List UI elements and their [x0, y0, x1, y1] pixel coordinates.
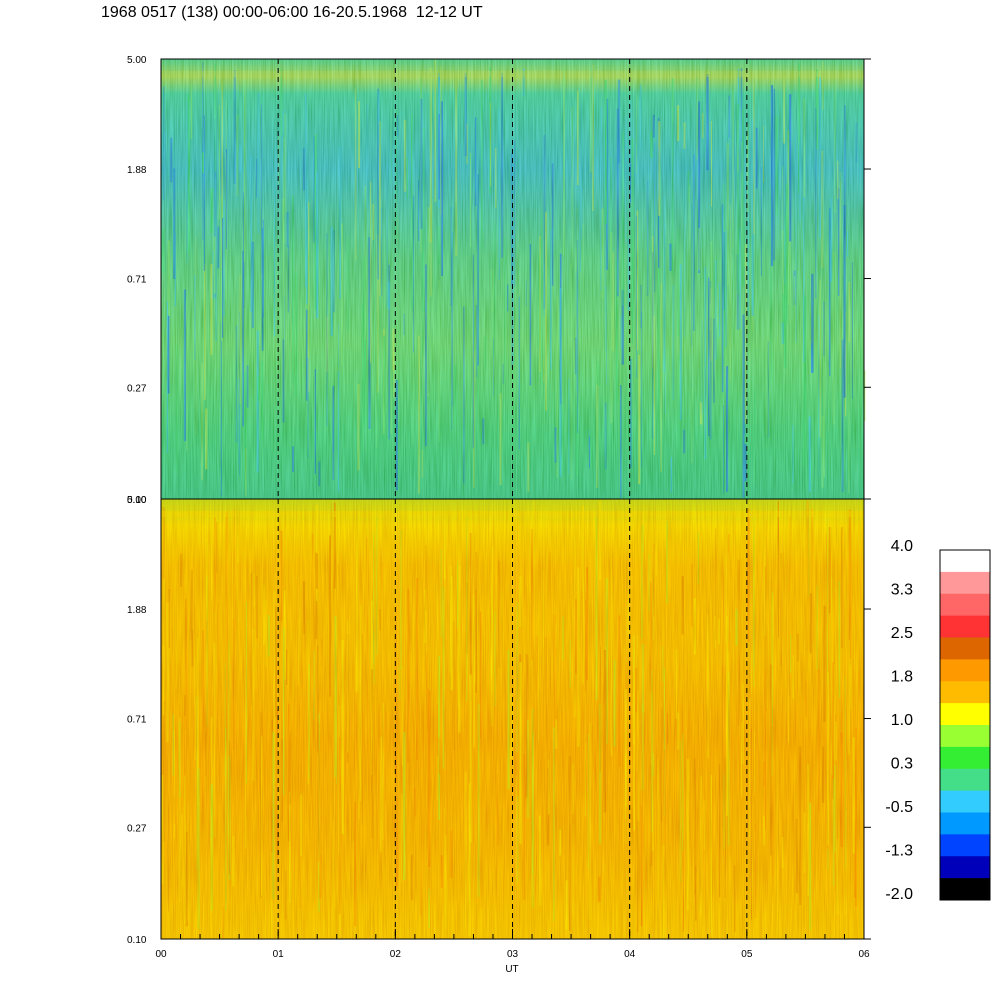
x-tick-label: 06: [858, 949, 870, 960]
chart-title: 1968 0517 (138) 00:00-06:00 16-20.5.1968…: [101, 4, 483, 21]
colorbar-swatch: [940, 878, 990, 901]
colorbar-label: 4.0: [891, 538, 913, 555]
colorbar-label: 2.5: [891, 625, 913, 642]
colorbar-frame: [939, 549, 991, 901]
colorbar-swatch: [940, 637, 990, 660]
colorbar-swatch: [940, 812, 990, 835]
y-tick-label: 0.10: [127, 495, 147, 506]
colorbar-swatch: [940, 703, 990, 726]
y-tick-label: 5.00: [127, 495, 147, 506]
colorbar-label: -2.0: [885, 886, 913, 903]
y-tick-label: 1.88: [127, 605, 147, 616]
x-axis-label: UT: [505, 964, 518, 975]
colorbar-swatch: [940, 856, 990, 879]
x-tick-label: 05: [741, 949, 753, 960]
x-axis: 00 01 02 03 04 05 06: [155, 929, 870, 960]
colorbar-swatch: [940, 593, 990, 617]
colorbar-label: 0.3: [891, 756, 913, 773]
y-tick-label: 0.10: [127, 935, 147, 946]
upper-panel: 5.00 1.88 0.71 0.27 0.10: [127, 55, 871, 506]
colorbar-label: -1.3: [885, 843, 913, 860]
x-tick-label: 02: [390, 949, 402, 960]
colorbar-swatch: [940, 834, 990, 857]
upper-hour-markers: [277, 59, 748, 499]
colorbar: [939, 549, 991, 901]
x-tick-label: 03: [507, 949, 519, 960]
y-tick-label: 0.71: [127, 275, 147, 286]
colorbar-label: 1.0: [891, 712, 913, 729]
colorbar-label: 1.8: [891, 669, 913, 686]
colorbar-label: -0.5: [885, 799, 913, 816]
y-tick-label: 0.71: [127, 715, 147, 726]
colorbar-swatch: [940, 790, 990, 814]
y-tick-label: 1.88: [127, 165, 147, 176]
lower-y-axis: 5.00 1.88 0.71 0.27 0.10: [127, 495, 871, 946]
y-tick-label: 5.00: [127, 55, 147, 66]
lower-hour-markers: [277, 499, 748, 939]
colorbar-swatch: [940, 615, 990, 639]
x-tick-label: 04: [624, 949, 636, 960]
colorbar-swatch: [940, 725, 990, 748]
colorbar-swatch: [940, 768, 990, 792]
colorbar-swatch: [940, 681, 990, 704]
y-tick-label: 0.27: [127, 383, 147, 394]
colorbar-labels: 4.0 3.3 2.5 1.8 1.0 0.3 -0.5 -1.3 -2.0: [885, 538, 913, 903]
y-tick-label: 0.27: [127, 823, 147, 834]
colorbar-label: 3.3: [891, 582, 913, 599]
x-tick-label: 01: [273, 949, 285, 960]
colorbar-swatch: [940, 746, 990, 770]
x-tick-label: 00: [155, 949, 167, 960]
colorbar-swatch: [940, 659, 990, 682]
colorbar-swatch: [940, 550, 990, 573]
lower-panel: 5.00 1.88 0.71 0.27 0.10 00 01 02 03 04 05 06 UT: [127, 495, 871, 975]
colorbar-swatch: [940, 571, 990, 595]
